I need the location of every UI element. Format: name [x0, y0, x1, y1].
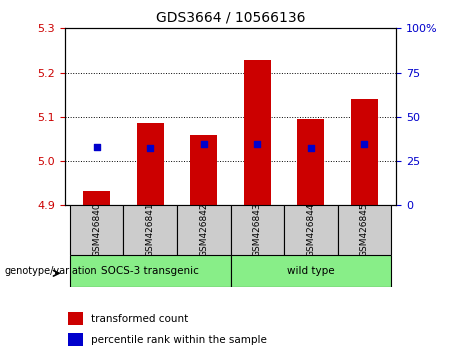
Bar: [190, 135, 217, 205]
Text: SOCS-3 transgenic: SOCS-3 transgenic: [101, 266, 199, 276]
Bar: [284, 205, 337, 255]
Bar: [337, 205, 391, 255]
Point: [200, 141, 207, 147]
Point: [361, 141, 368, 147]
Bar: [83, 191, 110, 205]
Text: GSM426845: GSM426845: [360, 203, 369, 257]
Bar: [244, 60, 271, 205]
Text: GSM426843: GSM426843: [253, 203, 262, 257]
Text: percentile rank within the sample: percentile rank within the sample: [91, 335, 267, 345]
Point: [254, 141, 261, 147]
Text: GSM426844: GSM426844: [306, 203, 315, 257]
Text: wild type: wild type: [287, 266, 335, 276]
Bar: [351, 99, 378, 205]
Bar: [137, 124, 164, 205]
Bar: [68, 312, 83, 325]
Point: [307, 145, 314, 150]
Title: GDS3664 / 10566136: GDS3664 / 10566136: [156, 10, 305, 24]
Bar: [297, 119, 324, 205]
Text: transformed count: transformed count: [91, 314, 188, 324]
Text: genotype/variation: genotype/variation: [5, 266, 97, 276]
Bar: [177, 205, 230, 255]
Text: GSM426842: GSM426842: [199, 203, 208, 257]
Point: [147, 145, 154, 150]
Point: [93, 144, 100, 150]
Bar: [70, 205, 124, 255]
Bar: [68, 333, 83, 346]
Text: GSM426841: GSM426841: [146, 203, 155, 257]
Bar: [124, 205, 177, 255]
Bar: [230, 205, 284, 255]
Bar: [70, 255, 230, 287]
Text: GSM426840: GSM426840: [92, 203, 101, 257]
Bar: [230, 255, 391, 287]
